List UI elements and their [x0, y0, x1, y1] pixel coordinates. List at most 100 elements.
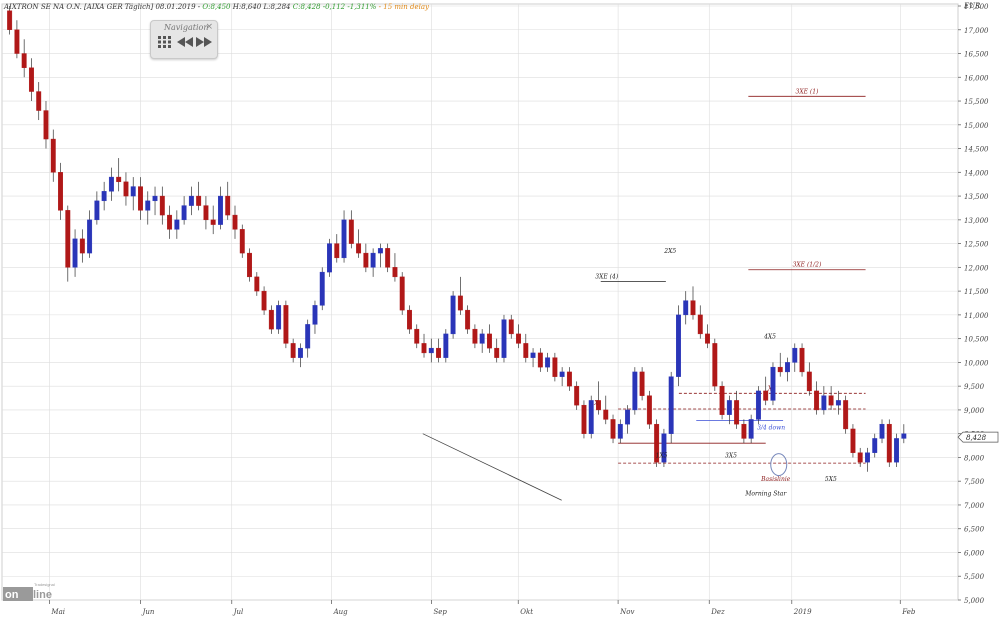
candle-body [232, 214, 238, 230]
candle-body [879, 423, 885, 439]
annotation-label: X [593, 400, 599, 407]
candle-body [261, 290, 267, 311]
y-tick-label: 5,500 [964, 573, 985, 581]
y-tick-label: 13,000 [964, 217, 989, 225]
level-label: 3XE (1/2) [793, 262, 822, 269]
rewind-icon[interactable] [177, 36, 193, 52]
candle-body [792, 347, 798, 363]
y-tick-label: 9,000 [964, 407, 985, 415]
candle-body [835, 400, 841, 406]
candle-body [508, 319, 514, 335]
candle-body [436, 347, 442, 358]
candle-body [596, 400, 601, 411]
grid-icon[interactable] [157, 36, 173, 52]
candle-body [465, 309, 471, 330]
candle-body [734, 400, 740, 425]
annotation-layer: X Morning Star 5X5 2X5 3X5 1X5 4X5 [422, 248, 837, 501]
level-label: Basislinie [760, 476, 791, 483]
navigation-title: Navigation [164, 23, 209, 32]
candle-body [123, 181, 129, 197]
annotation-label: 5X5 [825, 476, 837, 483]
x-tick-label: 2019 [793, 608, 812, 616]
y-tick-label: 16,500 [964, 51, 989, 59]
candle-body [494, 347, 500, 358]
last-value-label: 8,428 [966, 434, 987, 442]
candle-body [276, 305, 282, 330]
candle-body [450, 295, 456, 335]
candle-body [625, 409, 631, 425]
morning-star-circle [770, 453, 788, 477]
candle-body [297, 347, 303, 358]
y-tick-label: 15,000 [964, 122, 989, 130]
y-tick-label: 10,500 [964, 336, 989, 344]
candle-body [639, 371, 645, 396]
y-tick-label: 16,000 [964, 74, 989, 82]
candle-body [617, 423, 623, 439]
y-tick-label: 15,500 [964, 98, 989, 106]
candle-body [603, 409, 609, 420]
tradesignal-logo: on line Tradesignal [3, 581, 69, 601]
candle-body [777, 366, 783, 373]
candle-body [94, 200, 100, 221]
candle-body [552, 357, 558, 377]
x-tick-label: Nov [619, 608, 634, 616]
candle-body [872, 438, 878, 453]
candle-body [574, 385, 580, 406]
x-tick-label: Jul [232, 608, 244, 616]
y-tick-label: 14,500 [964, 146, 989, 154]
annotation-label: Morning Star [744, 490, 787, 497]
candle-body [138, 186, 143, 211]
candle-body [356, 243, 362, 254]
candle-body [370, 252, 376, 268]
annotation-label: 4X5 [763, 334, 776, 341]
navigation-panel[interactable]: Navigation × [150, 20, 218, 59]
candle-body [101, 191, 107, 202]
level-label: 3XE (1) [796, 88, 820, 95]
candle-body [886, 423, 892, 463]
y-tick-label: 14,000 [964, 169, 989, 177]
candle-body [348, 219, 354, 244]
candle-body [21, 53, 27, 68]
y-tick-label: 6,000 [964, 549, 985, 557]
candle-body [443, 333, 449, 358]
candle-body [152, 195, 158, 202]
candle-body [174, 219, 180, 230]
instrument-title: AIXTRON SE NA O.N. [AIXA GER Täglich] 08… [4, 3, 201, 11]
svg-text:line: line [33, 589, 52, 601]
candle-body [167, 214, 173, 230]
currency-label: EUR [963, 2, 981, 10]
candle-body [399, 276, 405, 311]
y-tick-label: 17,000 [964, 27, 989, 35]
candle-body [79, 238, 85, 254]
candle-body [407, 309, 412, 330]
candle-body [65, 210, 71, 268]
candle-body [726, 400, 732, 415]
candle-body [799, 347, 805, 373]
candle-body [632, 371, 638, 411]
candle-body [203, 205, 209, 221]
x-tick-label: Okt [520, 608, 533, 616]
candle-body [755, 390, 761, 420]
candle-body [290, 343, 296, 358]
y-tick-label: 10,000 [964, 359, 989, 367]
x-tick-label: Mai [50, 608, 65, 616]
candle-body [828, 395, 834, 406]
svg-text:Tradesignal: Tradesignal [34, 582, 55, 587]
axis-layer: 5,0005,5006,0006,5007,0007,5008,0008,500… [49, 2, 999, 616]
close-icon[interactable]: × [205, 22, 213, 32]
candle-body [530, 352, 536, 358]
fast-forward-icon[interactable] [196, 36, 212, 52]
candle-body [676, 314, 681, 377]
candle-body [457, 295, 463, 311]
x-tick-label: Dez [710, 608, 725, 616]
last-value-marker [957, 431, 999, 443]
candle-body [428, 347, 434, 354]
y-tick-label: 13,500 [964, 193, 989, 201]
candle-body [312, 305, 318, 325]
candle-body [654, 423, 660, 463]
candle-body [901, 433, 907, 439]
candle-body [87, 219, 93, 254]
candle-body [806, 371, 812, 392]
